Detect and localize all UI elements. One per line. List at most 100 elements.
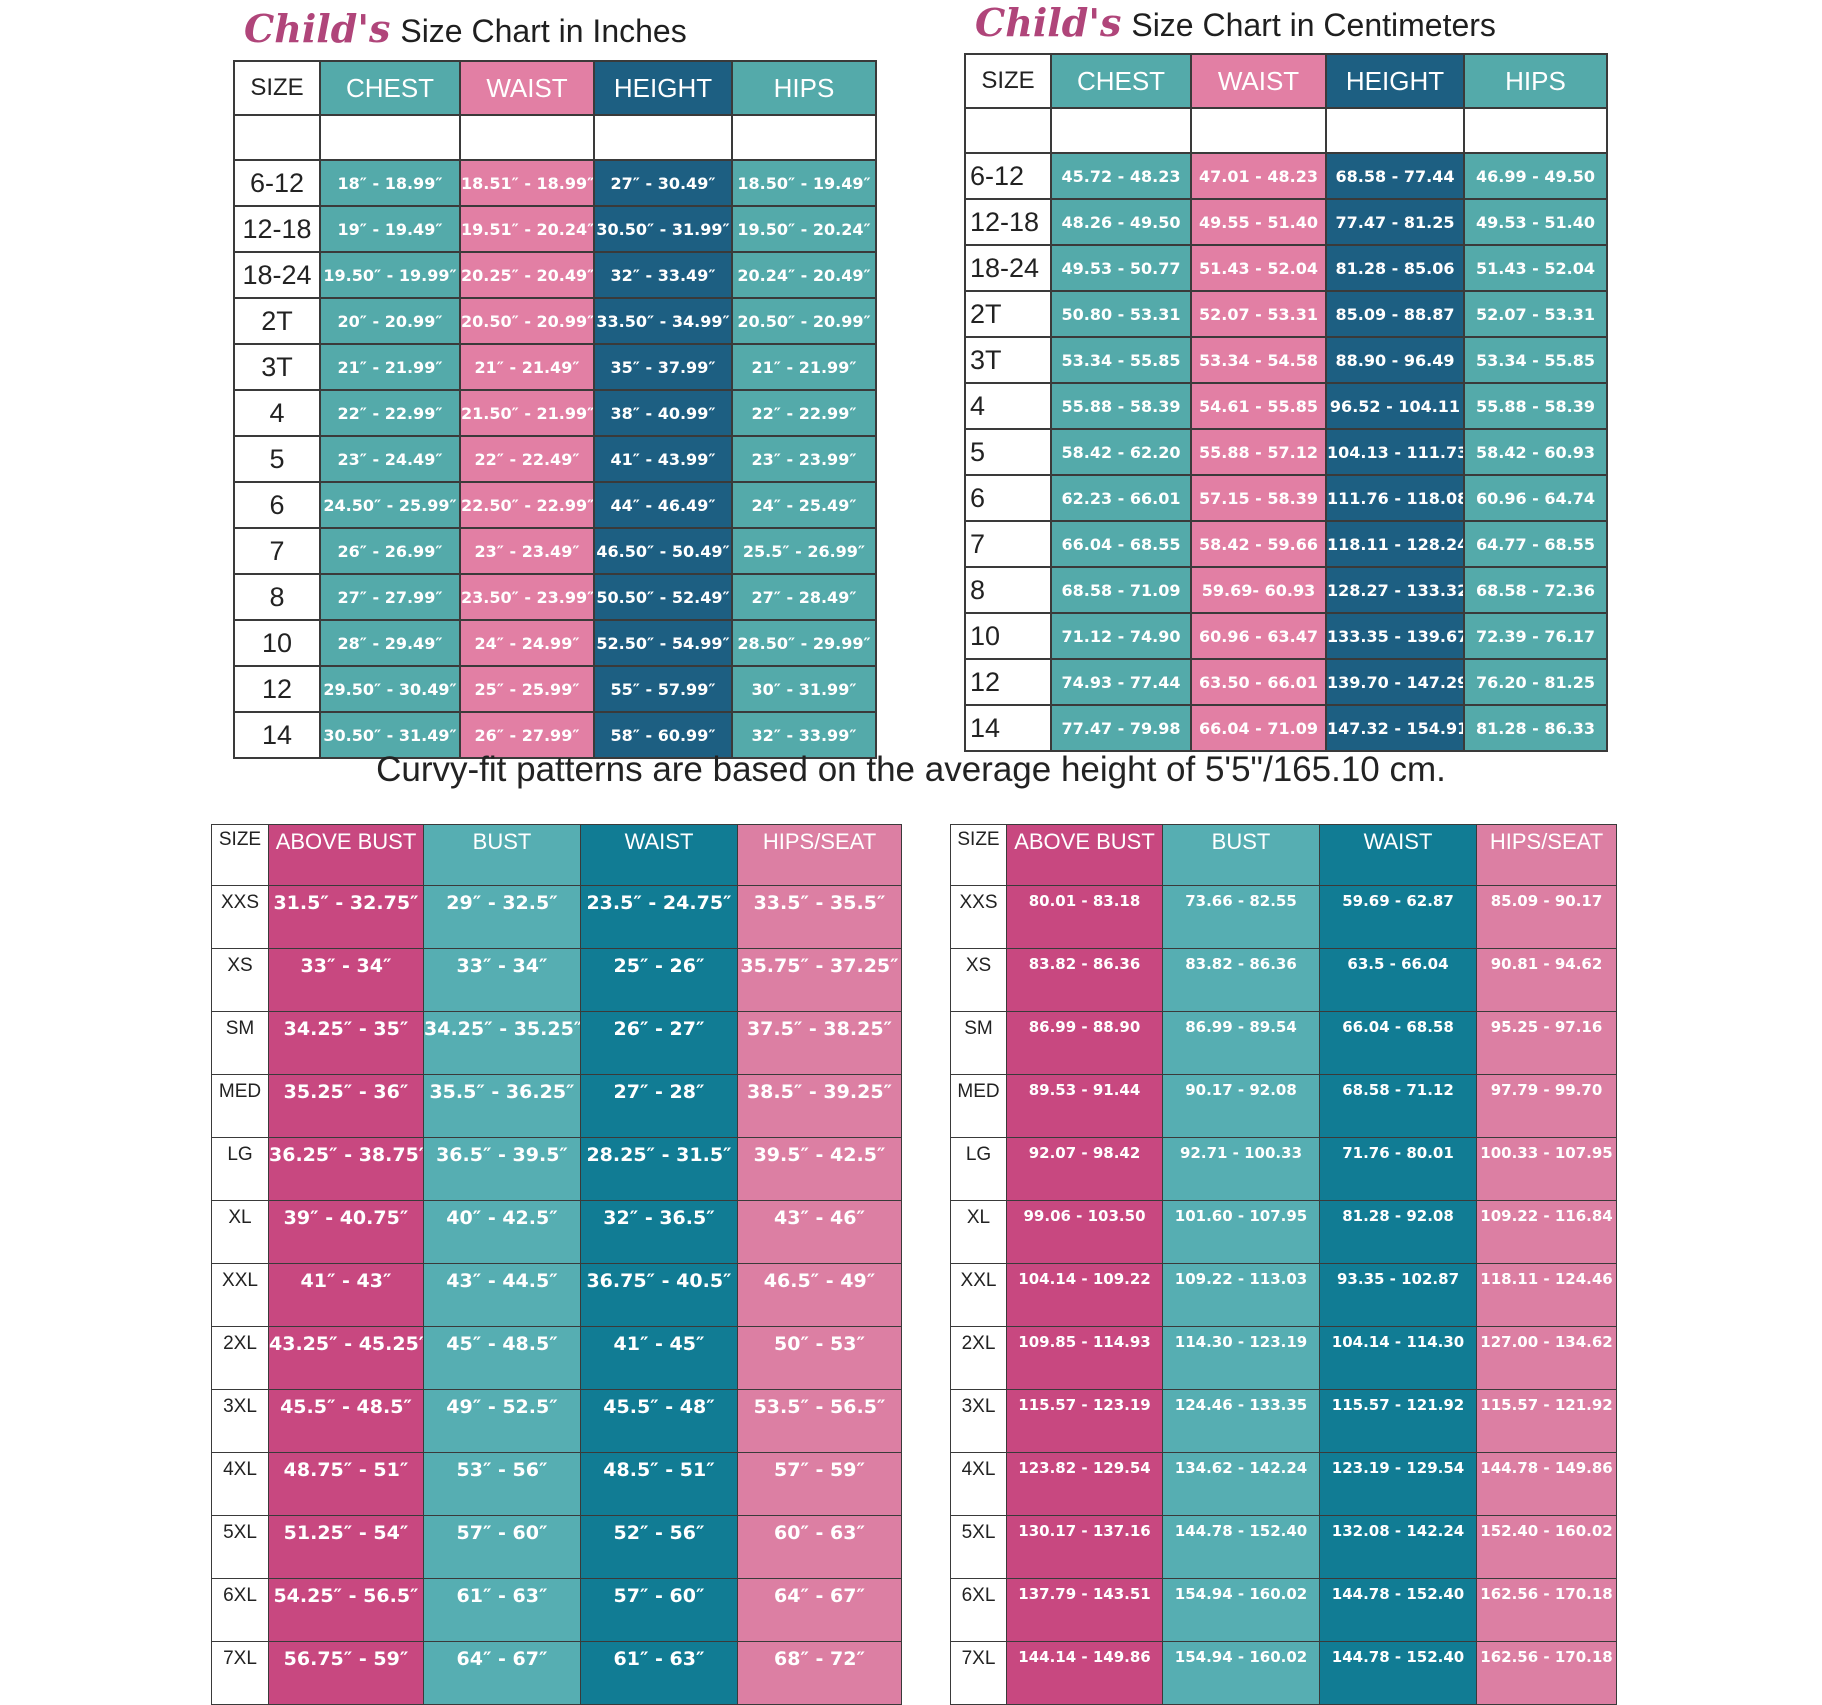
size-cell: 10	[233, 619, 321, 667]
chest-cell: 50.80 - 53.31	[1050, 290, 1192, 338]
waist-cell: 60.96 - 63.47	[1190, 612, 1327, 660]
size-cell: 10	[964, 612, 1052, 660]
size-cell: 18-24	[964, 244, 1052, 292]
chest-cell: 27″ - 27.99″	[319, 573, 461, 621]
size-cell: 2XL	[950, 1326, 1007, 1390]
hips-cell: 57″ - 59″	[737, 1452, 902, 1516]
height-cell: 32″ - 33.49″	[593, 251, 733, 299]
hips-cell: 162.56 - 170.18	[1476, 1578, 1617, 1642]
blank-cell	[1463, 107, 1608, 154]
blank-cell	[1325, 107, 1465, 154]
table-row: 3XL 45.5″ - 48.5″ 49″ - 52.5″ 45.5″ - 48″ 53…	[211, 1389, 902, 1453]
hips-cell: 37.5″ - 38.25″	[737, 1011, 902, 1075]
above-cell: 41″ - 43″	[268, 1263, 424, 1327]
bust-cell: 154.94 - 160.02	[1162, 1578, 1320, 1642]
hips-cell: 30″ - 31.99″	[731, 665, 877, 713]
table-row: 12-18 48.26 - 49.50 49.55 - 51.40 77.47 - 8…	[964, 198, 1608, 246]
waist-cell: 27″ - 28″	[580, 1074, 738, 1138]
above-cell: 144.14 - 149.86	[1006, 1641, 1163, 1705]
height-cell: 139.70 - 147.29	[1325, 658, 1465, 706]
waist-cell: 93.35 - 102.87	[1319, 1263, 1477, 1327]
table-row: 6XL 54.25″ - 56.5″ 61″ - 63″ 57″ - 60″ 64″ -…	[211, 1578, 902, 1642]
size-cell: 8	[964, 566, 1052, 614]
table-row: 6 62.23 - 66.01 57.15 - 58.39 111.76 - 118.…	[964, 474, 1608, 522]
size-cell: MED	[950, 1074, 1007, 1138]
hips-cell: 115.57 - 121.92	[1476, 1389, 1617, 1453]
child-cm-table: SIZE CHEST WAIST HEIGHT HIPS 6-12 45.72 - 48.…	[964, 53, 1608, 752]
hips-cell: 33.5″ - 35.5″	[737, 885, 902, 949]
table-row: 5 58.42 - 62.20 55.88 - 57.12 104.13 - 111.…	[964, 428, 1608, 476]
title-script: Child's	[244, 6, 391, 51]
header-row: SIZE CHEST WAIST HEIGHT HIPS	[964, 53, 1608, 109]
bust-cell: 36.5″ - 39.5″	[423, 1137, 581, 1201]
height-cell: 52.50″ - 54.99″	[593, 619, 733, 667]
header-row: SIZE CHEST WAIST HEIGHT HIPS	[233, 60, 877, 116]
title-text: Size Chart in Inches	[400, 13, 687, 49]
chest-cell: 48.26 - 49.50	[1050, 198, 1192, 246]
hips-cell: 22″ - 22.99″	[731, 389, 877, 437]
hips-cell: 58.42 - 60.93	[1463, 428, 1608, 476]
hips-cell: 90.81 - 94.62	[1476, 948, 1617, 1012]
bust-cell: 124.46 - 133.35	[1162, 1389, 1320, 1453]
chest-cell: 58.42 - 62.20	[1050, 428, 1192, 476]
hips-cell: 85.09 - 90.17	[1476, 885, 1617, 949]
bust-cell: 154.94 - 160.02	[1162, 1641, 1320, 1705]
size-cell: 6	[964, 474, 1052, 522]
hips-cell: 23″ - 23.99″	[731, 435, 877, 483]
hips-cell: 60.96 - 64.74	[1463, 474, 1608, 522]
table-row: 4 55.88 - 58.39 54.61 - 55.85 96.52 - 104.1…	[964, 382, 1608, 430]
height-cell: 30.50″ - 31.99″	[593, 205, 733, 253]
waist-cell: 23.5″ - 24.75″	[580, 885, 738, 949]
height-cell: 96.52 - 104.11	[1325, 382, 1465, 430]
table-row: 6-12 18″ - 18.99″ 18.51″ - 18.99″ 27″ - 30.…	[233, 159, 877, 207]
waist-cell: 59.69- 60.93	[1190, 566, 1327, 614]
chest-cell: 29.50″ - 30.49″	[319, 665, 461, 713]
hips-cell: 20.24″ - 20.49″	[731, 251, 877, 299]
size-cell: XXS	[950, 885, 1007, 949]
hips-cell: 43″ - 46″	[737, 1200, 902, 1264]
chest-cell: 23″ - 24.49″	[319, 435, 461, 483]
waist-cell: 68.58 - 71.12	[1319, 1074, 1477, 1138]
size-cell: 5	[964, 428, 1052, 476]
table-row: 12 74.93 - 77.44 63.50 - 66.01 139.70 - 147…	[964, 658, 1608, 706]
waist-cell: 22.50″ - 22.99″	[459, 481, 595, 529]
above-cell: 123.82 - 129.54	[1006, 1452, 1163, 1516]
waist-cell: 48.5″ - 51″	[580, 1452, 738, 1516]
table-row: MED 35.25″ - 36″ 35.5″ - 36.25″ 27″ - 28″ 38…	[211, 1074, 902, 1138]
waist-cell: 71.76 - 80.01	[1319, 1137, 1477, 1201]
bust-cell: 90.17 - 92.08	[1162, 1074, 1320, 1138]
above-cell: 115.57 - 123.19	[1006, 1389, 1163, 1453]
above-cell: 99.06 - 103.50	[1006, 1200, 1163, 1264]
table-row: XL 39″ - 40.75″ 40″ - 42.5″ 32″ - 36.5″ 43″ …	[211, 1200, 902, 1264]
hips-cell: 53.5″ - 56.5″	[737, 1389, 902, 1453]
hips-cell: 68.58 - 72.36	[1463, 566, 1608, 614]
hips-cell: 97.79 - 99.70	[1476, 1074, 1617, 1138]
table-row: 8 68.58 - 71.09 59.69- 60.93 128.27 - 133.3…	[964, 566, 1608, 614]
hips-cell: 19.50″ - 20.24″	[731, 205, 877, 253]
table-row: 4 22″ - 22.99″ 21.50″ - 21.99″ 38″ - 40.99″…	[233, 389, 877, 437]
height-cell: 118.11 - 128.24	[1325, 520, 1465, 568]
waist-cell: 23″ - 23.49″	[459, 527, 595, 575]
table-row: 3T 21″ - 21.99″ 21″ - 21.49″ 35″ - 37.99″ 21…	[233, 343, 877, 391]
above-cell: 48.75″ - 51″	[268, 1452, 424, 1516]
table-row: 6 24.50″ - 25.99″ 22.50″ - 22.99″ 44″ - 46.…	[233, 481, 877, 529]
bust-cell: 83.82 - 86.36	[1162, 948, 1320, 1012]
height-cell: 55″ - 57.99″	[593, 665, 733, 713]
blank-cell	[319, 114, 461, 161]
table-row: XXS 80.01 - 83.18 73.66 - 82.55 59.69 - 62.…	[950, 885, 1617, 949]
waist-cell: 63.5 - 66.04	[1319, 948, 1477, 1012]
blank-cell	[459, 114, 595, 161]
waist-cell: 66.04 - 71.09	[1190, 704, 1327, 752]
table-row: LG 92.07 - 98.42 92.71 - 100.33 71.76 - 80.…	[950, 1137, 1617, 1201]
table-row: 8 27″ - 27.99″ 23.50″ - 23.99″ 50.50″ - 52.…	[233, 573, 877, 621]
table-row: XXL 104.14 - 109.22 109.22 - 113.03 93.35 -…	[950, 1263, 1617, 1327]
size-cell: 4	[964, 382, 1052, 430]
waist-cell: 58.42 - 59.66	[1190, 520, 1327, 568]
blank-cell	[593, 114, 733, 161]
height-cell: 44″ - 46.49″	[593, 481, 733, 529]
above-cell: 35.25″ - 36″	[268, 1074, 424, 1138]
column-header-bust: BUST	[1162, 824, 1320, 886]
above-cell: 104.14 - 109.22	[1006, 1263, 1163, 1327]
child-inches-title: Child's Size Chart in Inches	[244, 6, 687, 51]
waist-cell: 53.34 - 54.58	[1190, 336, 1327, 384]
